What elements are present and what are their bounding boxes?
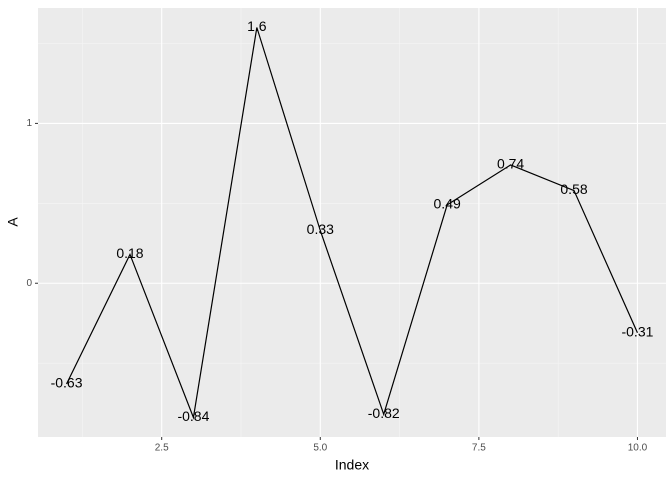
value-label: -0.82: [368, 405, 400, 421]
value-label: 0.49: [434, 196, 461, 212]
line: [66, 27, 639, 420]
x-tick-label: 10.0: [628, 443, 648, 454]
value-label: 0.74: [497, 156, 524, 172]
x-tick-label: 2.5: [155, 443, 169, 454]
value-label: 0.33: [307, 221, 334, 237]
value-label: 1.6: [247, 18, 267, 34]
x-tick-label: 7.5: [472, 443, 486, 454]
panel: [38, 8, 666, 437]
x-tick-label: 5.0: [313, 443, 327, 454]
y-tick-label: 1: [26, 118, 32, 129]
y-axis-title: A: [5, 217, 21, 227]
y-tick-label: 0: [26, 278, 32, 289]
grid: [38, 8, 666, 437]
value-label: -0.63: [51, 375, 83, 391]
value-label: 0.18: [116, 245, 143, 261]
marks: -0.63 0.18 -0.84 1.6 0.33 -0.82 0.49 0.74 0.58 -0…: [51, 18, 654, 424]
value-label: -0.84: [177, 408, 209, 424]
x-axis-title: Index: [335, 457, 369, 473]
value-label: 0.58: [560, 181, 587, 197]
value-label: -0.31: [621, 323, 653, 339]
